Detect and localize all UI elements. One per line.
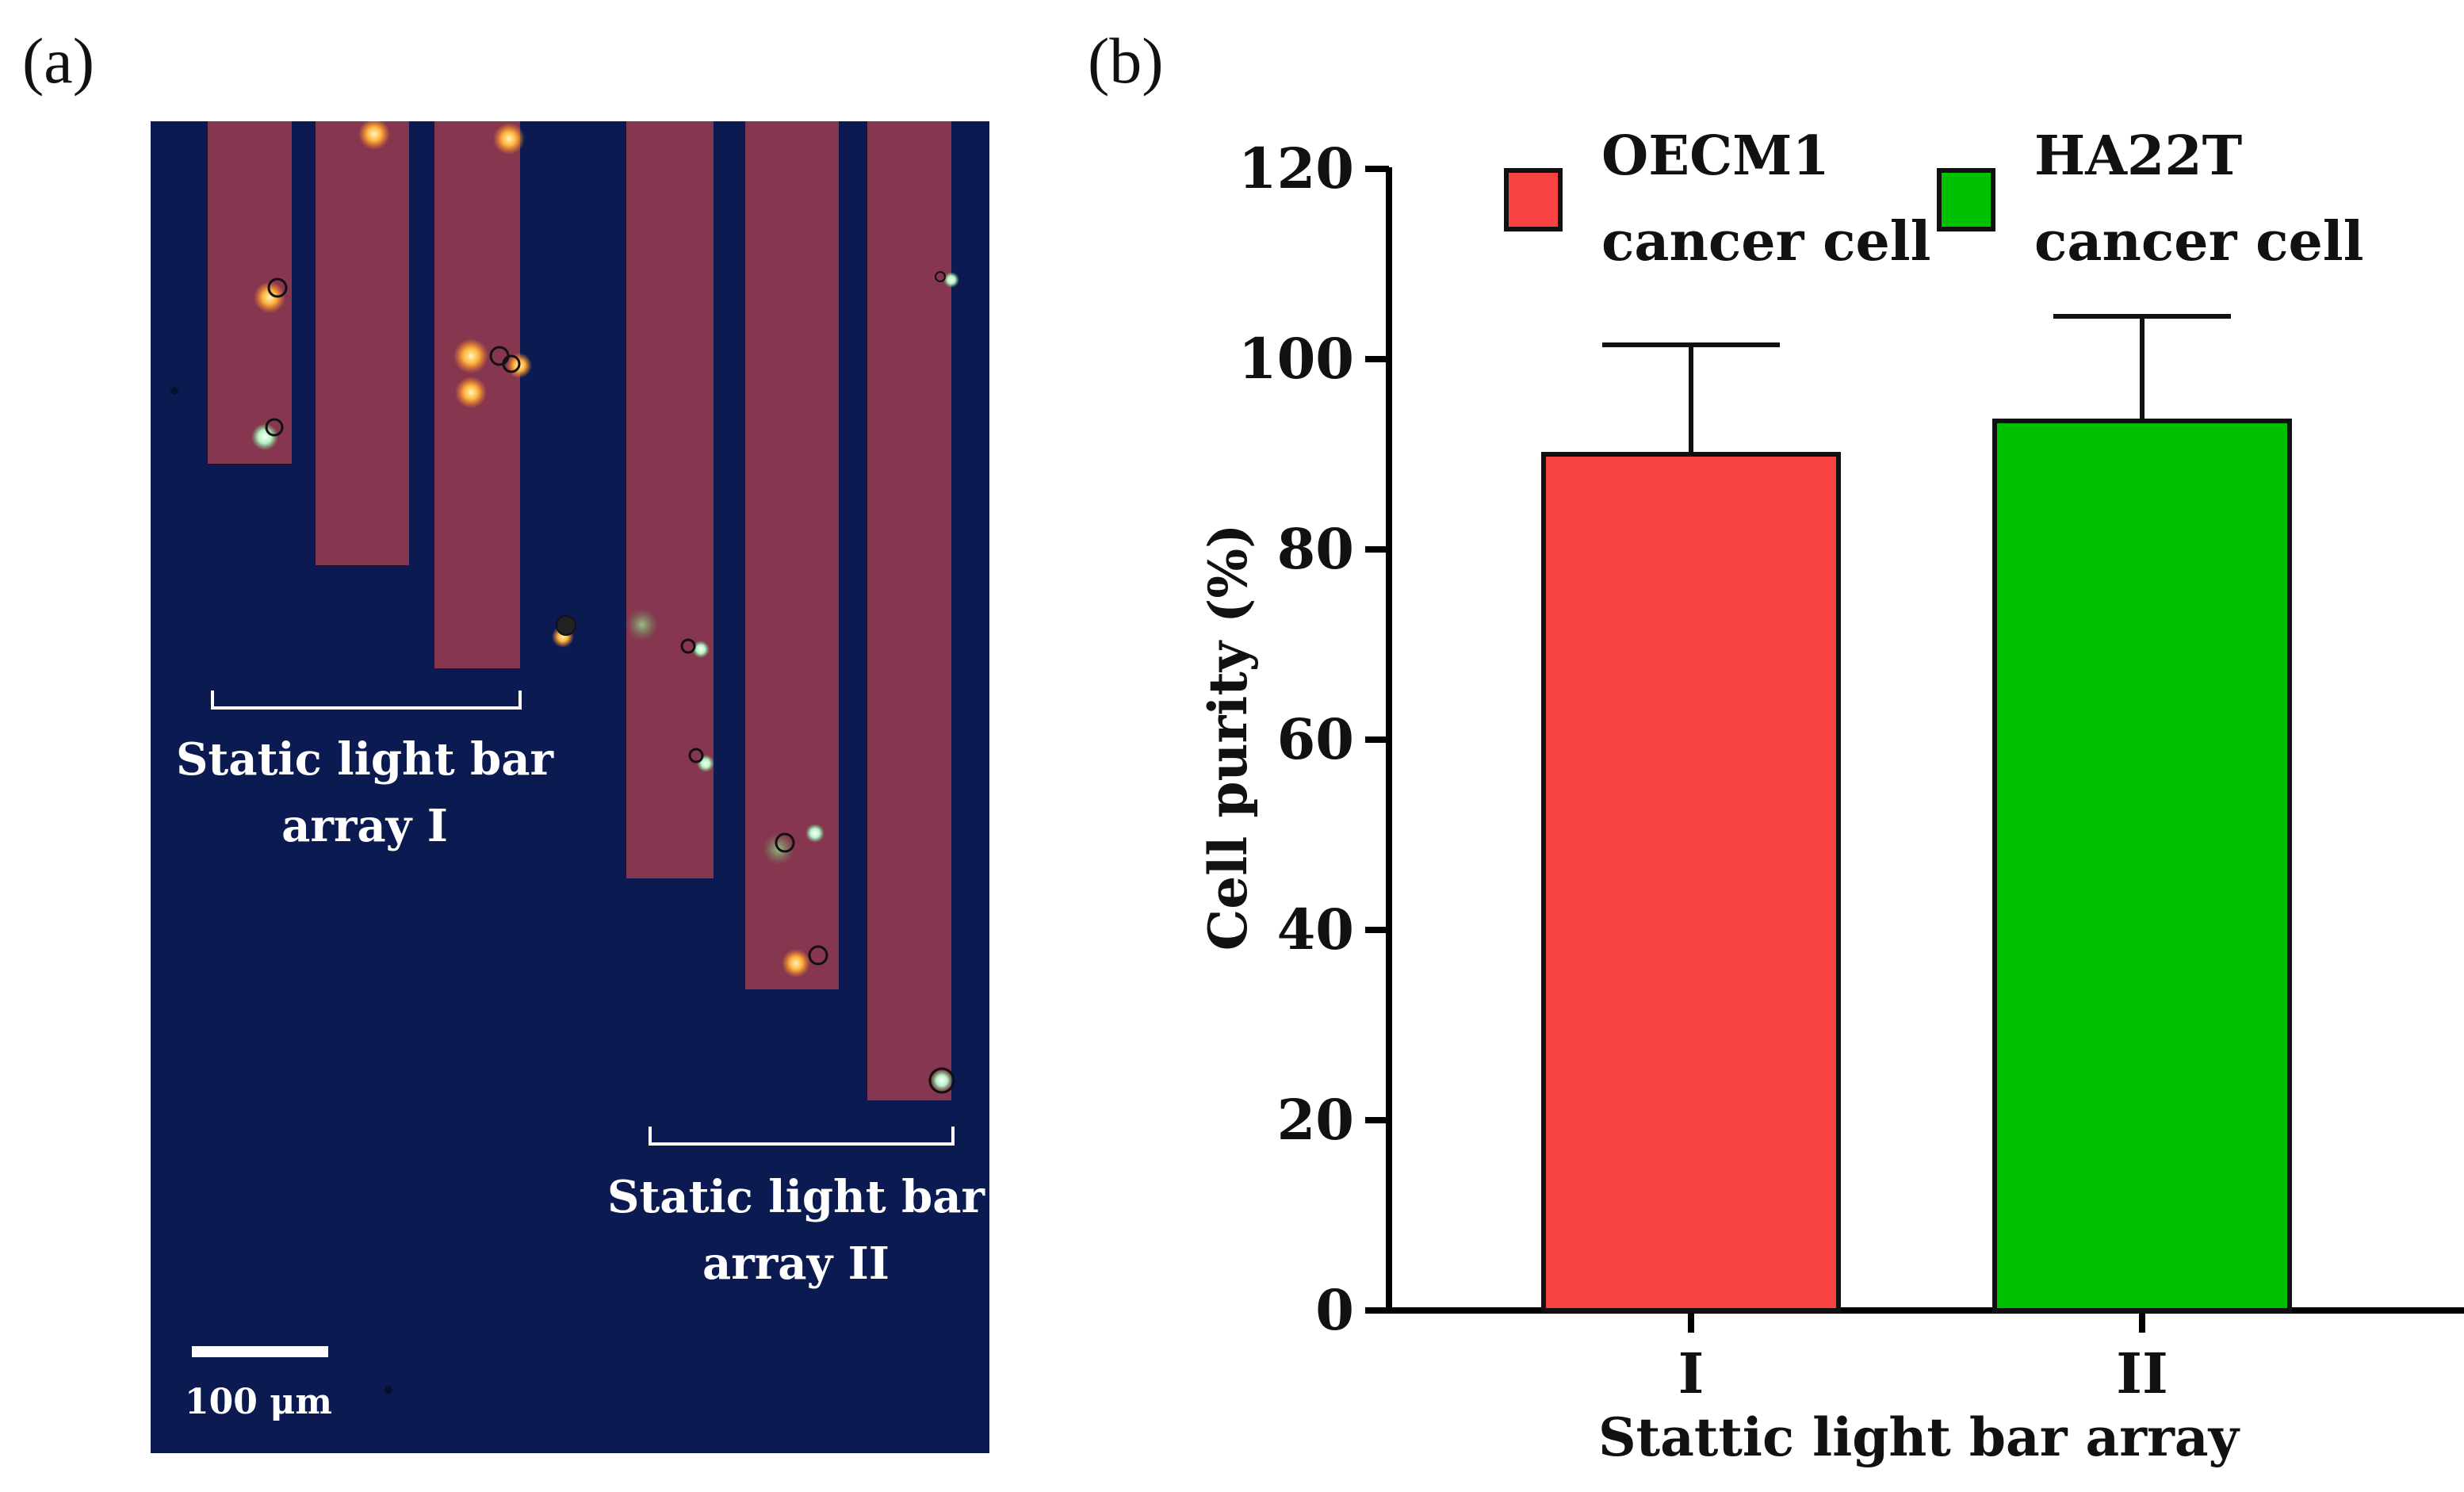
legend-label-1-line2: cancer cell: [1601, 210, 1930, 274]
scale-bar: [192, 1346, 328, 1357]
cell-orange: [254, 281, 285, 313]
x-axis: I II: [1386, 1307, 2464, 1406]
bars: [1541, 314, 2292, 1313]
annotation-array-2-line1: Static light bar: [607, 1171, 986, 1223]
bracket-array-2: [649, 1127, 955, 1146]
bar-II: [1992, 419, 2292, 1313]
annotation-array-1-line2: array I: [281, 800, 448, 852]
cell-orange: [782, 949, 810, 977]
annotation-array-1-line1: Static light bar: [176, 733, 555, 786]
x-tick-label-I: I: [1678, 1341, 1705, 1406]
cell-green: [931, 1069, 953, 1092]
legend-swatch-1: [1504, 168, 1563, 231]
cell-outline: [928, 1067, 955, 1094]
cell-orange: [455, 377, 487, 408]
cell-green: [692, 641, 710, 658]
cell-pale: [626, 609, 658, 641]
legend-label-1-line1: OECM1: [1601, 124, 1830, 188]
cell-green: [251, 423, 278, 450]
y-tick-label: 100: [1238, 326, 1354, 392]
cell-outline: [265, 418, 284, 437]
light-bar: [316, 121, 409, 565]
legend: OECM1 cancer cell HA22T cancer cell: [1504, 124, 2363, 274]
panel-label-a: (a): [22, 25, 95, 97]
legend-swatch-2: [1937, 168, 1995, 231]
cell-green: [697, 755, 714, 772]
cell-outline: [775, 832, 795, 853]
cell-orange: [453, 339, 488, 373]
cell-orange: [358, 121, 390, 150]
y-tick-label: 120: [1238, 136, 1354, 201]
cell-outline: [680, 638, 696, 654]
debris-dot: [170, 387, 178, 395]
y-tick-label: 0: [1315, 1277, 1354, 1343]
cell-outline: [502, 354, 521, 373]
cell-orange: [493, 123, 525, 155]
legend-label-2-line2: cancer cell: [2034, 210, 2363, 274]
light-bar: [745, 121, 839, 989]
cell-outline: [267, 277, 288, 298]
y-tick-label: 80: [1277, 516, 1354, 582]
bar-I: [1541, 452, 1841, 1313]
legend-label-2-line1: HA22T: [2034, 124, 2242, 188]
bracket-array-1: [211, 691, 522, 710]
cell-outline: [688, 748, 704, 763]
debris-dot: [385, 1386, 392, 1394]
cell-outline: [808, 945, 828, 966]
cell-outline: [556, 615, 576, 636]
scale-bar-label: 100 μm: [185, 1382, 332, 1422]
x-tick-label-II: II: [2116, 1341, 2168, 1406]
micrograph-image: Static light bar array I Static light ba…: [151, 121, 989, 1453]
y-axis-label: Cell purity (%): [1197, 524, 1259, 951]
light-bar: [626, 121, 714, 878]
cell-green: [805, 824, 825, 843]
cell-outline: [935, 271, 946, 282]
y-tick-label: 40: [1277, 897, 1354, 962]
y-tick-label: 20: [1277, 1087, 1354, 1153]
annotation-array-2-line2: array II: [702, 1238, 890, 1290]
x-axis-label: Stattic light bar array: [1598, 1406, 2240, 1468]
y-tick-label: 60: [1277, 706, 1354, 772]
light-bar: [867, 121, 951, 1100]
panel-label-b: (b): [1088, 25, 1164, 97]
y-axis: 0 20 40 60 80 100 120: [1238, 136, 1392, 1343]
cell-green: [943, 272, 959, 288]
